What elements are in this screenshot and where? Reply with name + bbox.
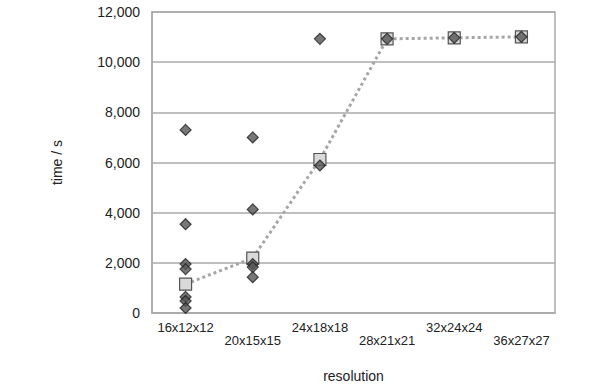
svg-text:20x15x15: 20x15x15: [225, 333, 281, 348]
svg-text:6,000: 6,000: [105, 155, 140, 171]
svg-text:8,000: 8,000: [105, 104, 140, 120]
svg-text:12,000: 12,000: [97, 4, 140, 20]
svg-text:32x24x24: 32x24x24: [426, 320, 482, 335]
svg-text:16x12x12: 16x12x12: [157, 320, 213, 335]
svg-text:time / s: time / s: [49, 140, 65, 185]
svg-text:28x21x21: 28x21x21: [359, 333, 415, 348]
svg-text:10,000: 10,000: [97, 54, 140, 70]
svg-text:36x27x27: 36x27x27: [493, 333, 549, 348]
svg-text:resolution: resolution: [323, 368, 384, 384]
svg-text:24x18x18: 24x18x18: [292, 320, 348, 335]
svg-text:4,000: 4,000: [105, 205, 140, 221]
svg-text:2,000: 2,000: [105, 255, 140, 271]
svg-text:0: 0: [132, 305, 140, 321]
